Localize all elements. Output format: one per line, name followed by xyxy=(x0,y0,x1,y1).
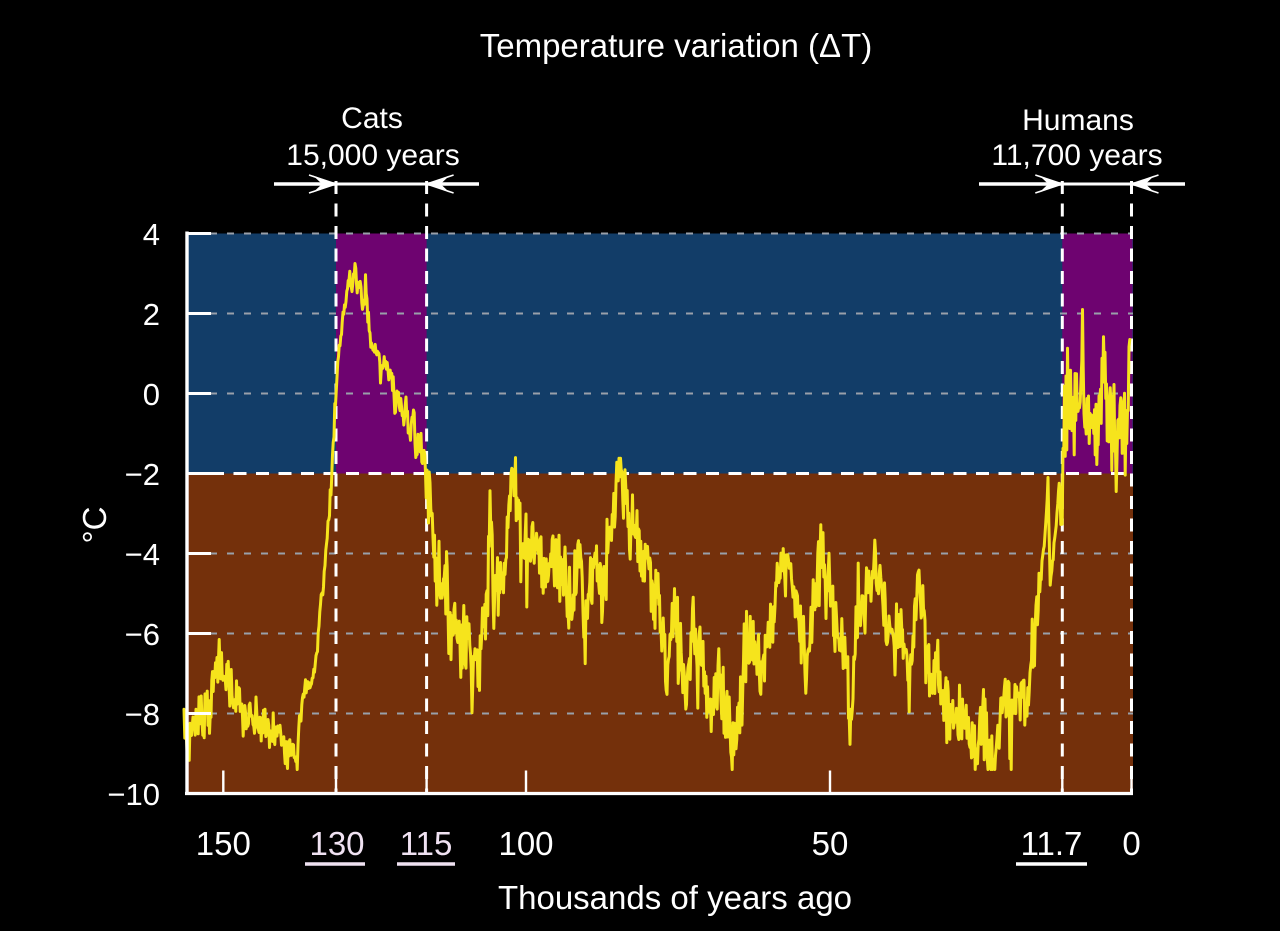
svg-text:−4: −4 xyxy=(125,537,160,572)
svg-text:130: 130 xyxy=(309,825,364,862)
svg-text:11,700 years: 11,700 years xyxy=(991,139,1162,172)
svg-text:2: 2 xyxy=(143,297,160,332)
svg-text:Thousands of years ago: Thousands of years ago xyxy=(498,879,852,916)
svg-text:−6: −6 xyxy=(125,617,160,652)
svg-text:−10: −10 xyxy=(107,777,160,812)
svg-text:−2: −2 xyxy=(125,457,160,492)
svg-text:100: 100 xyxy=(498,825,553,862)
svg-text:115: 115 xyxy=(400,825,453,862)
svg-text:15,000 years: 15,000 years xyxy=(286,139,459,172)
svg-text:0: 0 xyxy=(1122,825,1140,862)
svg-text:0: 0 xyxy=(143,377,160,412)
svg-text:Cats: Cats xyxy=(341,102,403,135)
svg-text:Humans: Humans xyxy=(1022,104,1134,137)
svg-text:4: 4 xyxy=(143,217,160,252)
svg-text:−8: −8 xyxy=(125,697,160,732)
svg-text:Temperature variation (ΔT): Temperature variation (ΔT) xyxy=(480,27,873,64)
svg-text:11.7: 11.7 xyxy=(1021,825,1083,862)
svg-text:°C: °C xyxy=(76,506,113,543)
svg-text:150: 150 xyxy=(196,825,251,862)
svg-text:50: 50 xyxy=(812,825,849,862)
